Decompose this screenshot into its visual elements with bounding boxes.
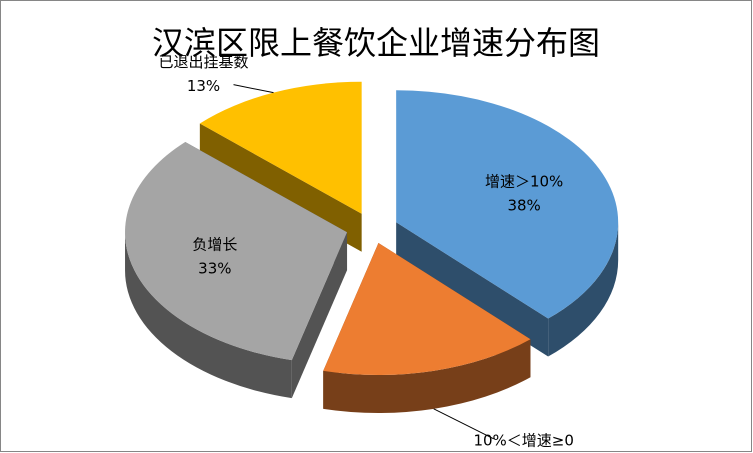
slice-side (125, 232, 292, 399)
slice (396, 90, 619, 319)
data-label-name: 负增长 (192, 236, 237, 254)
slice-side (548, 222, 619, 357)
chart-title: 汉滨区限上餐饮企业增速分布图 (152, 24, 600, 62)
data-label-name: 已退出挂基数 (158, 53, 248, 71)
data-label-name: 增速＞10% (485, 173, 563, 191)
slice (323, 242, 531, 375)
slice-side (323, 339, 531, 413)
data-label-value: 33% (198, 260, 231, 278)
slice-face (291, 232, 348, 399)
leader-line (233, 84, 274, 94)
slice-face (396, 222, 549, 357)
data-label-name: 10%＜增速≥0 (473, 431, 573, 449)
data-label-value: 38% (507, 197, 540, 215)
data-label-value: 13% (187, 77, 220, 95)
slice-group (396, 90, 619, 357)
slice (199, 81, 362, 214)
slice-group (323, 242, 531, 413)
slice-group (125, 141, 348, 399)
leader-line (433, 408, 494, 440)
slice (125, 141, 348, 361)
